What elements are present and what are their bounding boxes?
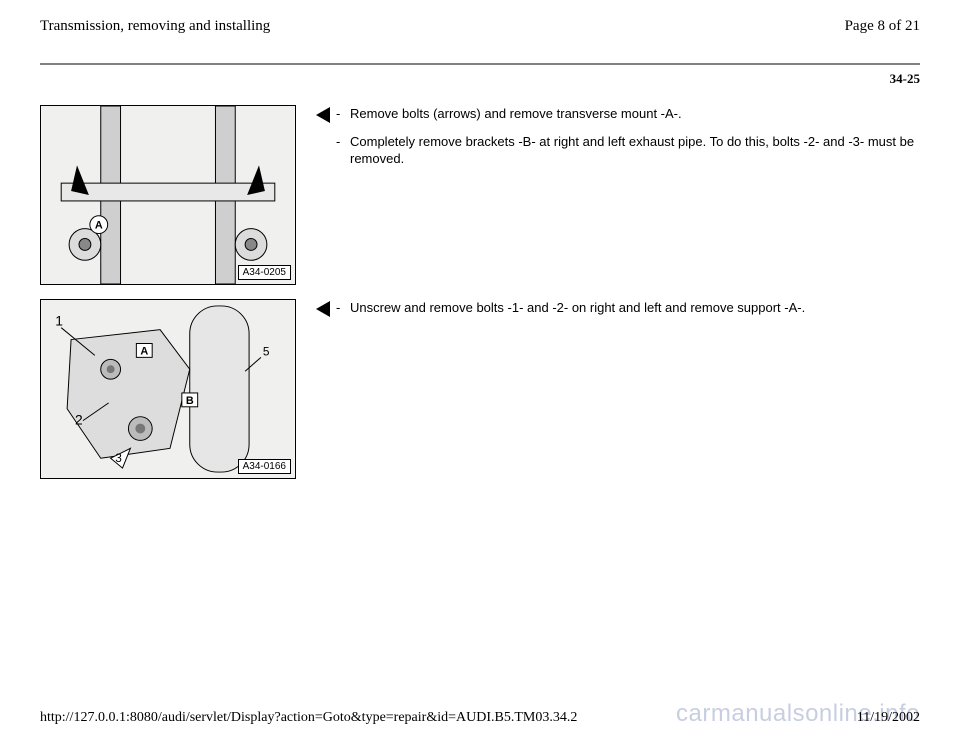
list-item: - Remove bolts (arrows) and remove trans… [336,105,920,123]
step-arrow [296,299,336,322]
svg-text:3: 3 [115,451,122,465]
svg-text:5: 5 [263,344,270,358]
step-block: A B 1 2 3 5 A34-0166 - Unscrew and re [40,299,920,479]
header-page: Page 8 of 21 [845,18,920,35]
page-footer: http://127.0.0.1:8080/audi/servlet/Displ… [40,710,920,726]
step-block: A A34-0205 - Remove bolts (arrows) and r… [40,105,920,285]
step-arrow [296,105,336,128]
dash-icon: - [336,133,350,168]
page-container: Transmission, removing and installing Pa… [0,0,960,742]
header-title: Transmission, removing and installing [40,18,270,35]
footer-date: 11/19/2002 [857,710,920,726]
step-2-text: - Unscrew and remove bolts -1- and -2- o… [336,299,920,327]
bullet-text: Remove bolts (arrows) and remove transve… [350,105,920,123]
page-header: Transmission, removing and installing Pa… [40,18,920,35]
header-rule [40,63,920,65]
svg-text:1: 1 [55,313,63,329]
bullet-text: Unscrew and remove bolts -1- and -2- on … [350,299,920,317]
footer-url: http://127.0.0.1:8080/audi/servlet/Displ… [40,710,577,726]
svg-text:B: B [186,395,194,407]
figure-1-id: A34-0205 [238,265,291,280]
list-item: - Unscrew and remove bolts -1- and -2- o… [336,299,920,317]
figure-2: A B 1 2 3 5 A34-0166 [40,299,296,479]
svg-text:A: A [95,220,103,232]
section-number: 34-25 [40,71,920,87]
list-item: - Completely remove brackets -B- at righ… [336,133,920,168]
figure-2-svg: A B 1 2 3 5 [41,300,295,478]
svg-text:2: 2 [75,412,83,428]
figure-1-svg: A [41,106,295,284]
dash-icon: - [336,105,350,123]
bullet-text: Completely remove brackets -B- at right … [350,133,920,168]
left-triangle-icon [316,301,330,317]
dash-icon: - [336,299,350,317]
figure-1: A A34-0205 [40,105,296,285]
figure-2-id: A34-0166 [238,459,291,474]
svg-text:A: A [140,345,148,357]
left-triangle-icon [316,107,330,123]
step-1-text: - Remove bolts (arrows) and remove trans… [336,105,920,178]
